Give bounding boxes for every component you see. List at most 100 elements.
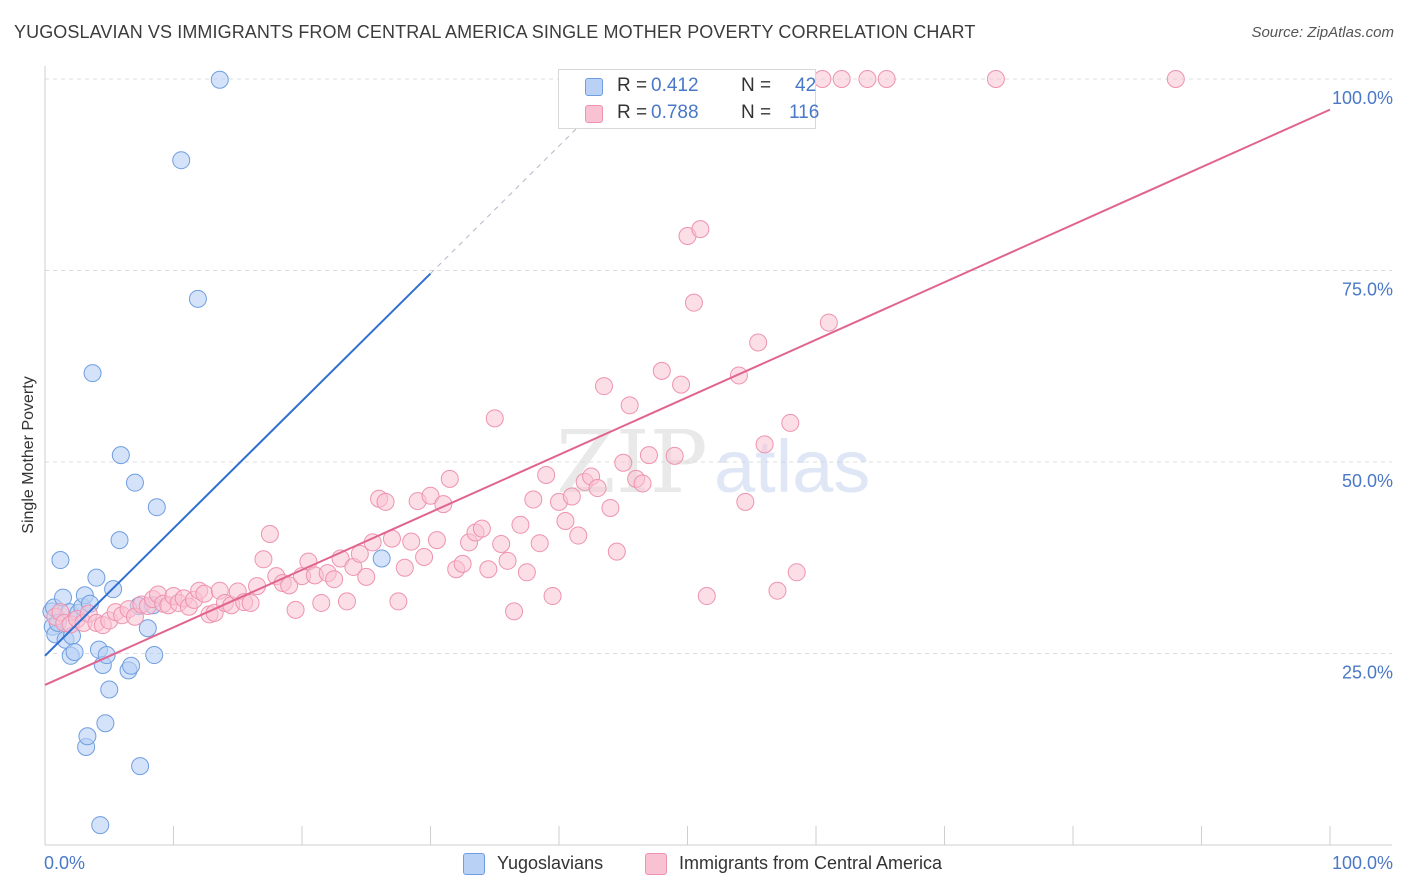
data-point-central-america <box>672 375 691 394</box>
series-central-america <box>46 70 1185 635</box>
r-value: 0.788 <box>651 102 699 123</box>
data-point-central-america <box>639 446 658 465</box>
data-point-central-america <box>749 333 768 352</box>
data-point-central-america <box>195 584 214 603</box>
r-key: R = <box>617 75 648 96</box>
legend-label: Immigrants from Central America <box>679 853 943 873</box>
data-point-yugoslavians <box>147 498 166 517</box>
data-point-central-america <box>260 525 279 544</box>
data-point-central-america <box>505 602 524 621</box>
data-point-yugoslavians <box>65 642 84 661</box>
r-value: 0.412 <box>651 75 699 96</box>
data-point-central-america <box>607 542 626 561</box>
y-tick-label: 25.0% <box>1342 663 1393 683</box>
n-value: 116 <box>789 102 820 123</box>
data-point-central-america <box>620 396 639 415</box>
data-point-central-america <box>691 220 710 239</box>
data-point-central-america <box>813 70 832 88</box>
data-point-central-america <box>614 453 633 472</box>
data-point-central-america <box>350 544 369 563</box>
data-point-yugoslavians <box>131 757 150 776</box>
data-point-yugoslavians <box>87 568 106 587</box>
data-point-yugoslavians <box>83 364 102 383</box>
data-point-central-america <box>594 377 613 396</box>
gridlines <box>45 78 1392 654</box>
trend-line-yugoslavians-extension <box>430 120 586 274</box>
data-point-central-america <box>492 534 511 553</box>
data-point-central-america <box>357 567 376 586</box>
data-point-central-america <box>601 498 620 517</box>
data-point-central-america <box>402 532 421 551</box>
x-tick-label: 100.0% <box>1332 853 1393 873</box>
data-point-central-america <box>832 70 851 88</box>
watermark: ZIP atlas <box>556 413 870 513</box>
data-point-central-america <box>697 587 716 606</box>
data-point-central-america <box>280 576 299 595</box>
data-point-central-america <box>485 409 504 428</box>
data-point-central-america <box>588 479 607 498</box>
axes <box>44 66 1392 846</box>
data-point-central-america <box>729 366 748 385</box>
data-point-central-america <box>427 531 446 550</box>
legend-label: Yugoslavians <box>497 853 604 873</box>
data-point-central-america <box>286 600 305 619</box>
stats-legend: R = 0.412 N = 42 R = 0.788 N = 116 <box>558 69 820 129</box>
trend-line-yugoslavians <box>44 272 432 657</box>
y-tick-label: 75.0% <box>1342 280 1393 300</box>
data-point-central-america <box>684 293 703 312</box>
y-tick-label: 100.0% <box>1332 88 1393 108</box>
data-point-central-america <box>755 435 774 454</box>
data-point-central-america <box>986 70 1005 88</box>
data-point-central-america <box>524 490 543 509</box>
legend-swatch-central-america <box>645 853 667 875</box>
data-point-yugoslavians <box>111 446 130 465</box>
data-point-central-america <box>768 581 787 600</box>
n-key: N = <box>741 102 772 123</box>
data-point-yugoslavians <box>78 727 97 746</box>
y-axis-title: Single Mother Poverty <box>20 376 37 534</box>
data-point-yugoslavians <box>210 70 229 89</box>
data-point-central-america <box>453 554 472 573</box>
legend-swatch-yugoslavians <box>463 853 485 875</box>
data-point-central-america <box>517 563 536 582</box>
data-point-yugoslavians <box>138 619 157 638</box>
data-point-central-america <box>312 593 331 612</box>
trend-line-central-america <box>44 108 1331 686</box>
data-point-central-america <box>858 70 877 88</box>
data-point-central-america <box>395 558 414 577</box>
data-point-central-america <box>537 466 556 485</box>
watermark-atlas: atlas <box>714 425 870 508</box>
swatch-yugoslavians <box>585 78 603 96</box>
data-point-central-america <box>440 469 459 488</box>
data-point-central-america <box>530 534 549 553</box>
data-point-central-america <box>415 547 434 566</box>
data-point-yugoslavians <box>188 289 207 308</box>
data-point-central-america <box>556 511 575 530</box>
data-point-central-america <box>665 446 684 465</box>
data-point-yugoslavians <box>372 549 391 568</box>
data-point-central-america <box>389 592 408 611</box>
data-point-central-america <box>652 361 671 380</box>
data-point-central-america <box>337 592 356 611</box>
data-point-yugoslavians <box>172 151 191 170</box>
x-tick-label: 0.0% <box>44 853 85 873</box>
data-point-central-america <box>511 515 530 534</box>
data-point-central-america <box>781 413 800 432</box>
trend-lines <box>44 108 1331 686</box>
data-point-yugoslavians <box>96 714 115 733</box>
data-point-central-america <box>241 593 260 612</box>
data-point-central-america <box>569 526 588 545</box>
data-point-central-america <box>472 519 491 538</box>
data-point-central-america <box>819 313 838 332</box>
data-point-central-america <box>736 492 755 511</box>
data-point-central-america <box>376 492 395 511</box>
data-point-central-america <box>479 560 498 579</box>
data-point-central-america <box>325 570 344 589</box>
data-point-central-america <box>633 474 652 493</box>
data-point-central-america <box>1166 70 1185 88</box>
data-point-yugoslavians <box>51 551 70 570</box>
r-key: R = <box>617 102 648 123</box>
data-point-yugoslavians <box>91 816 110 835</box>
data-point-central-america <box>543 587 562 606</box>
